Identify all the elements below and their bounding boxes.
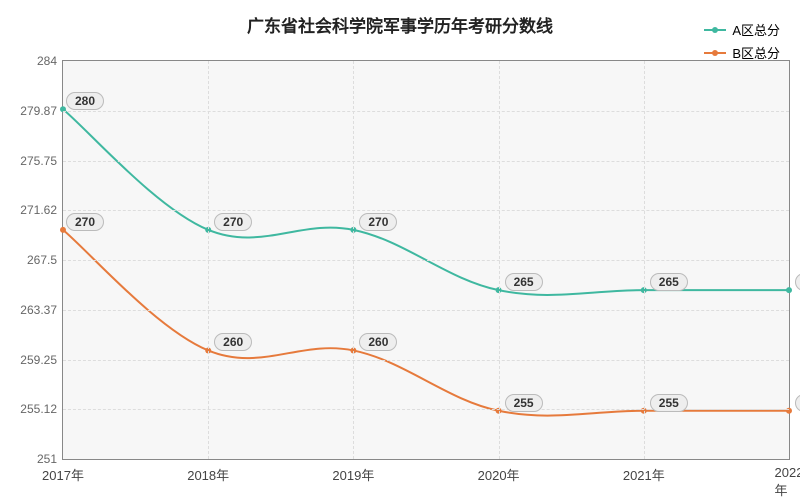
xtick-label: 2020年 (478, 465, 520, 484)
point-label: 265 (795, 273, 800, 291)
series-point (60, 227, 66, 233)
point-label: 255 (650, 394, 688, 412)
point-label: 260 (214, 333, 252, 351)
gridline-v (208, 61, 209, 459)
series-point (786, 287, 792, 293)
gridline-v (353, 61, 354, 459)
ytick-label: 284 (37, 54, 57, 68)
ytick-label: 251 (37, 452, 57, 466)
gridline-h (63, 111, 789, 112)
xtick-label: 2022年 (775, 465, 800, 499)
point-label: 280 (66, 92, 104, 110)
gridline-h (63, 260, 789, 261)
point-label: 270 (66, 213, 104, 231)
ytick-label: 259.25 (20, 353, 57, 367)
gridline-h (63, 161, 789, 162)
xtick-label: 2019年 (332, 465, 374, 484)
ytick-label: 271.62 (20, 203, 57, 217)
xtick-label: 2018年 (187, 465, 229, 484)
plot-area: 251255.12259.25263.37267.5271.62275.7527… (62, 60, 790, 460)
gridline-v (499, 61, 500, 459)
gridline-v (644, 61, 645, 459)
point-label: 265 (505, 273, 543, 291)
ytick-label: 267.5 (27, 253, 57, 267)
point-label: 255 (795, 394, 800, 412)
gridline-h (63, 360, 789, 361)
legend-label-a: A区总分 (732, 20, 780, 39)
series-line-1 (63, 230, 789, 416)
chart-container: 广东省社会科学院军事学历年考研分数线 A区总分 B区总分 251255.1225… (0, 0, 800, 500)
xtick-label: 2017年 (42, 465, 84, 484)
ytick-label: 263.37 (20, 303, 57, 317)
point-label: 270 (214, 213, 252, 231)
gridline-h (63, 210, 789, 211)
gridline-h (63, 310, 789, 311)
point-label: 255 (505, 394, 543, 412)
chart-title: 广东省社会科学院军事学历年考研分数线 (247, 12, 553, 37)
legend-line-b (704, 52, 726, 54)
legend-line-a (704, 29, 726, 31)
ytick-label: 275.75 (20, 154, 57, 168)
series-line-0 (63, 109, 789, 295)
legend-item-a: A区总分 (704, 20, 780, 39)
point-label: 265 (650, 273, 688, 291)
point-label: 260 (359, 333, 397, 351)
xtick-label: 2021年 (623, 465, 665, 484)
point-label: 270 (359, 213, 397, 231)
ytick-label: 255.12 (20, 402, 57, 416)
ytick-label: 279.87 (20, 104, 57, 118)
